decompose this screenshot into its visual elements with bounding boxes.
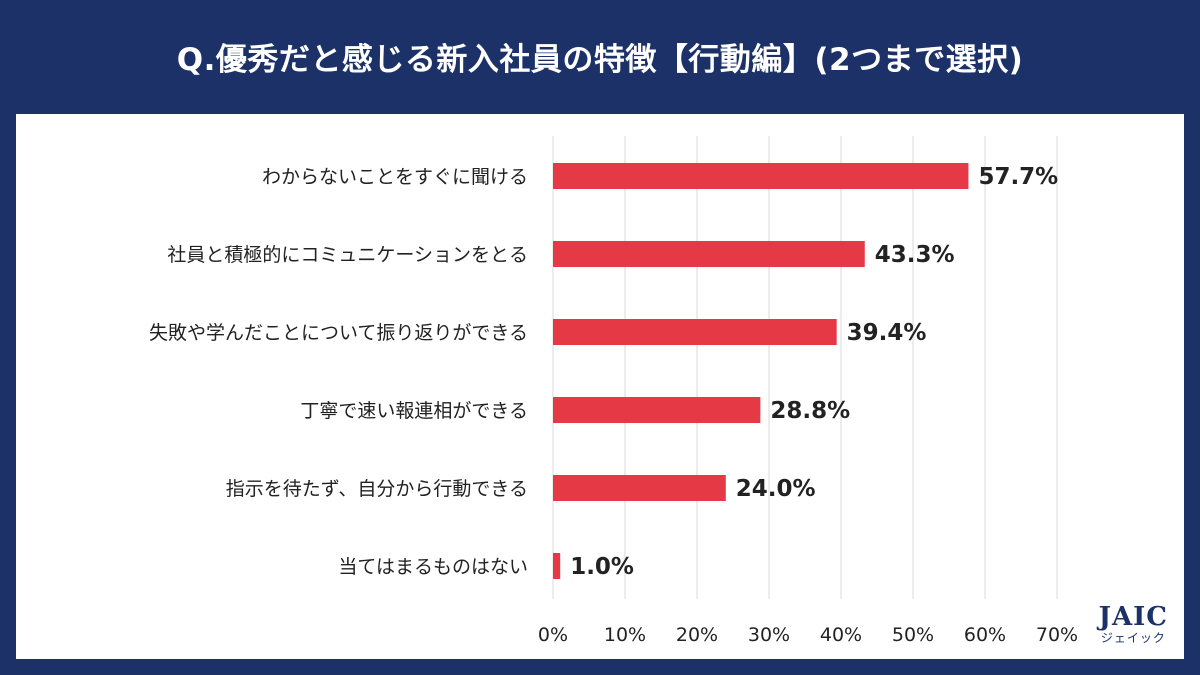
category-label: 指示を待たず、自分から行動できる (226, 478, 528, 500)
value-label: 1.0% (570, 554, 634, 580)
category-label: わからないことをすぐに聞ける (262, 166, 528, 188)
x-tick-label: 70% (1036, 624, 1078, 646)
x-tick-label: 50% (892, 624, 934, 646)
category-label: 当てはまるものはない (338, 556, 528, 578)
x-tick-label: 20% (676, 624, 718, 646)
value-label: 28.8% (770, 398, 850, 424)
category-label: 丁寧で速い報連相ができる (300, 400, 528, 422)
value-label: 57.7% (978, 164, 1058, 190)
x-tick-label: 60% (964, 624, 1006, 646)
value-label: 24.0% (736, 476, 816, 502)
x-tick-label: 40% (820, 624, 862, 646)
bar (553, 397, 761, 423)
x-tick-label: 30% (748, 624, 790, 646)
category-label: 社員と積極的にコミュニケーションをとる (167, 244, 528, 266)
x-tick-label: 0% (538, 624, 568, 646)
jaic-logo: JAIC ジェイック (1099, 603, 1168, 645)
category-label: 失敗や学んだことについて振り返りができる (149, 322, 528, 344)
logo-text: JAIC (1098, 602, 1168, 632)
bar (553, 241, 865, 267)
chart-panel: 0% 10% 20% 30% 40% 50% 60% 70% わからないことをすぐに聞ける 57.… (16, 114, 1184, 659)
value-label: 43.3% (875, 242, 955, 268)
x-tick-label: 10% (604, 624, 646, 646)
bar (553, 553, 561, 579)
bar-chart: 0% 10% 20% 30% 40% 50% 60% 70% わからないことをすぐに聞ける 57.… (149, 136, 1078, 646)
chart-title: Q.優秀だと感じる新入社員の特徴【行動編】(2つまで選択) (176, 41, 1024, 78)
bar (553, 475, 726, 501)
logo-subtext: ジェイック (1100, 631, 1166, 645)
bar (553, 319, 837, 345)
value-label: 39.4% (847, 320, 927, 346)
bar (553, 163, 969, 189)
